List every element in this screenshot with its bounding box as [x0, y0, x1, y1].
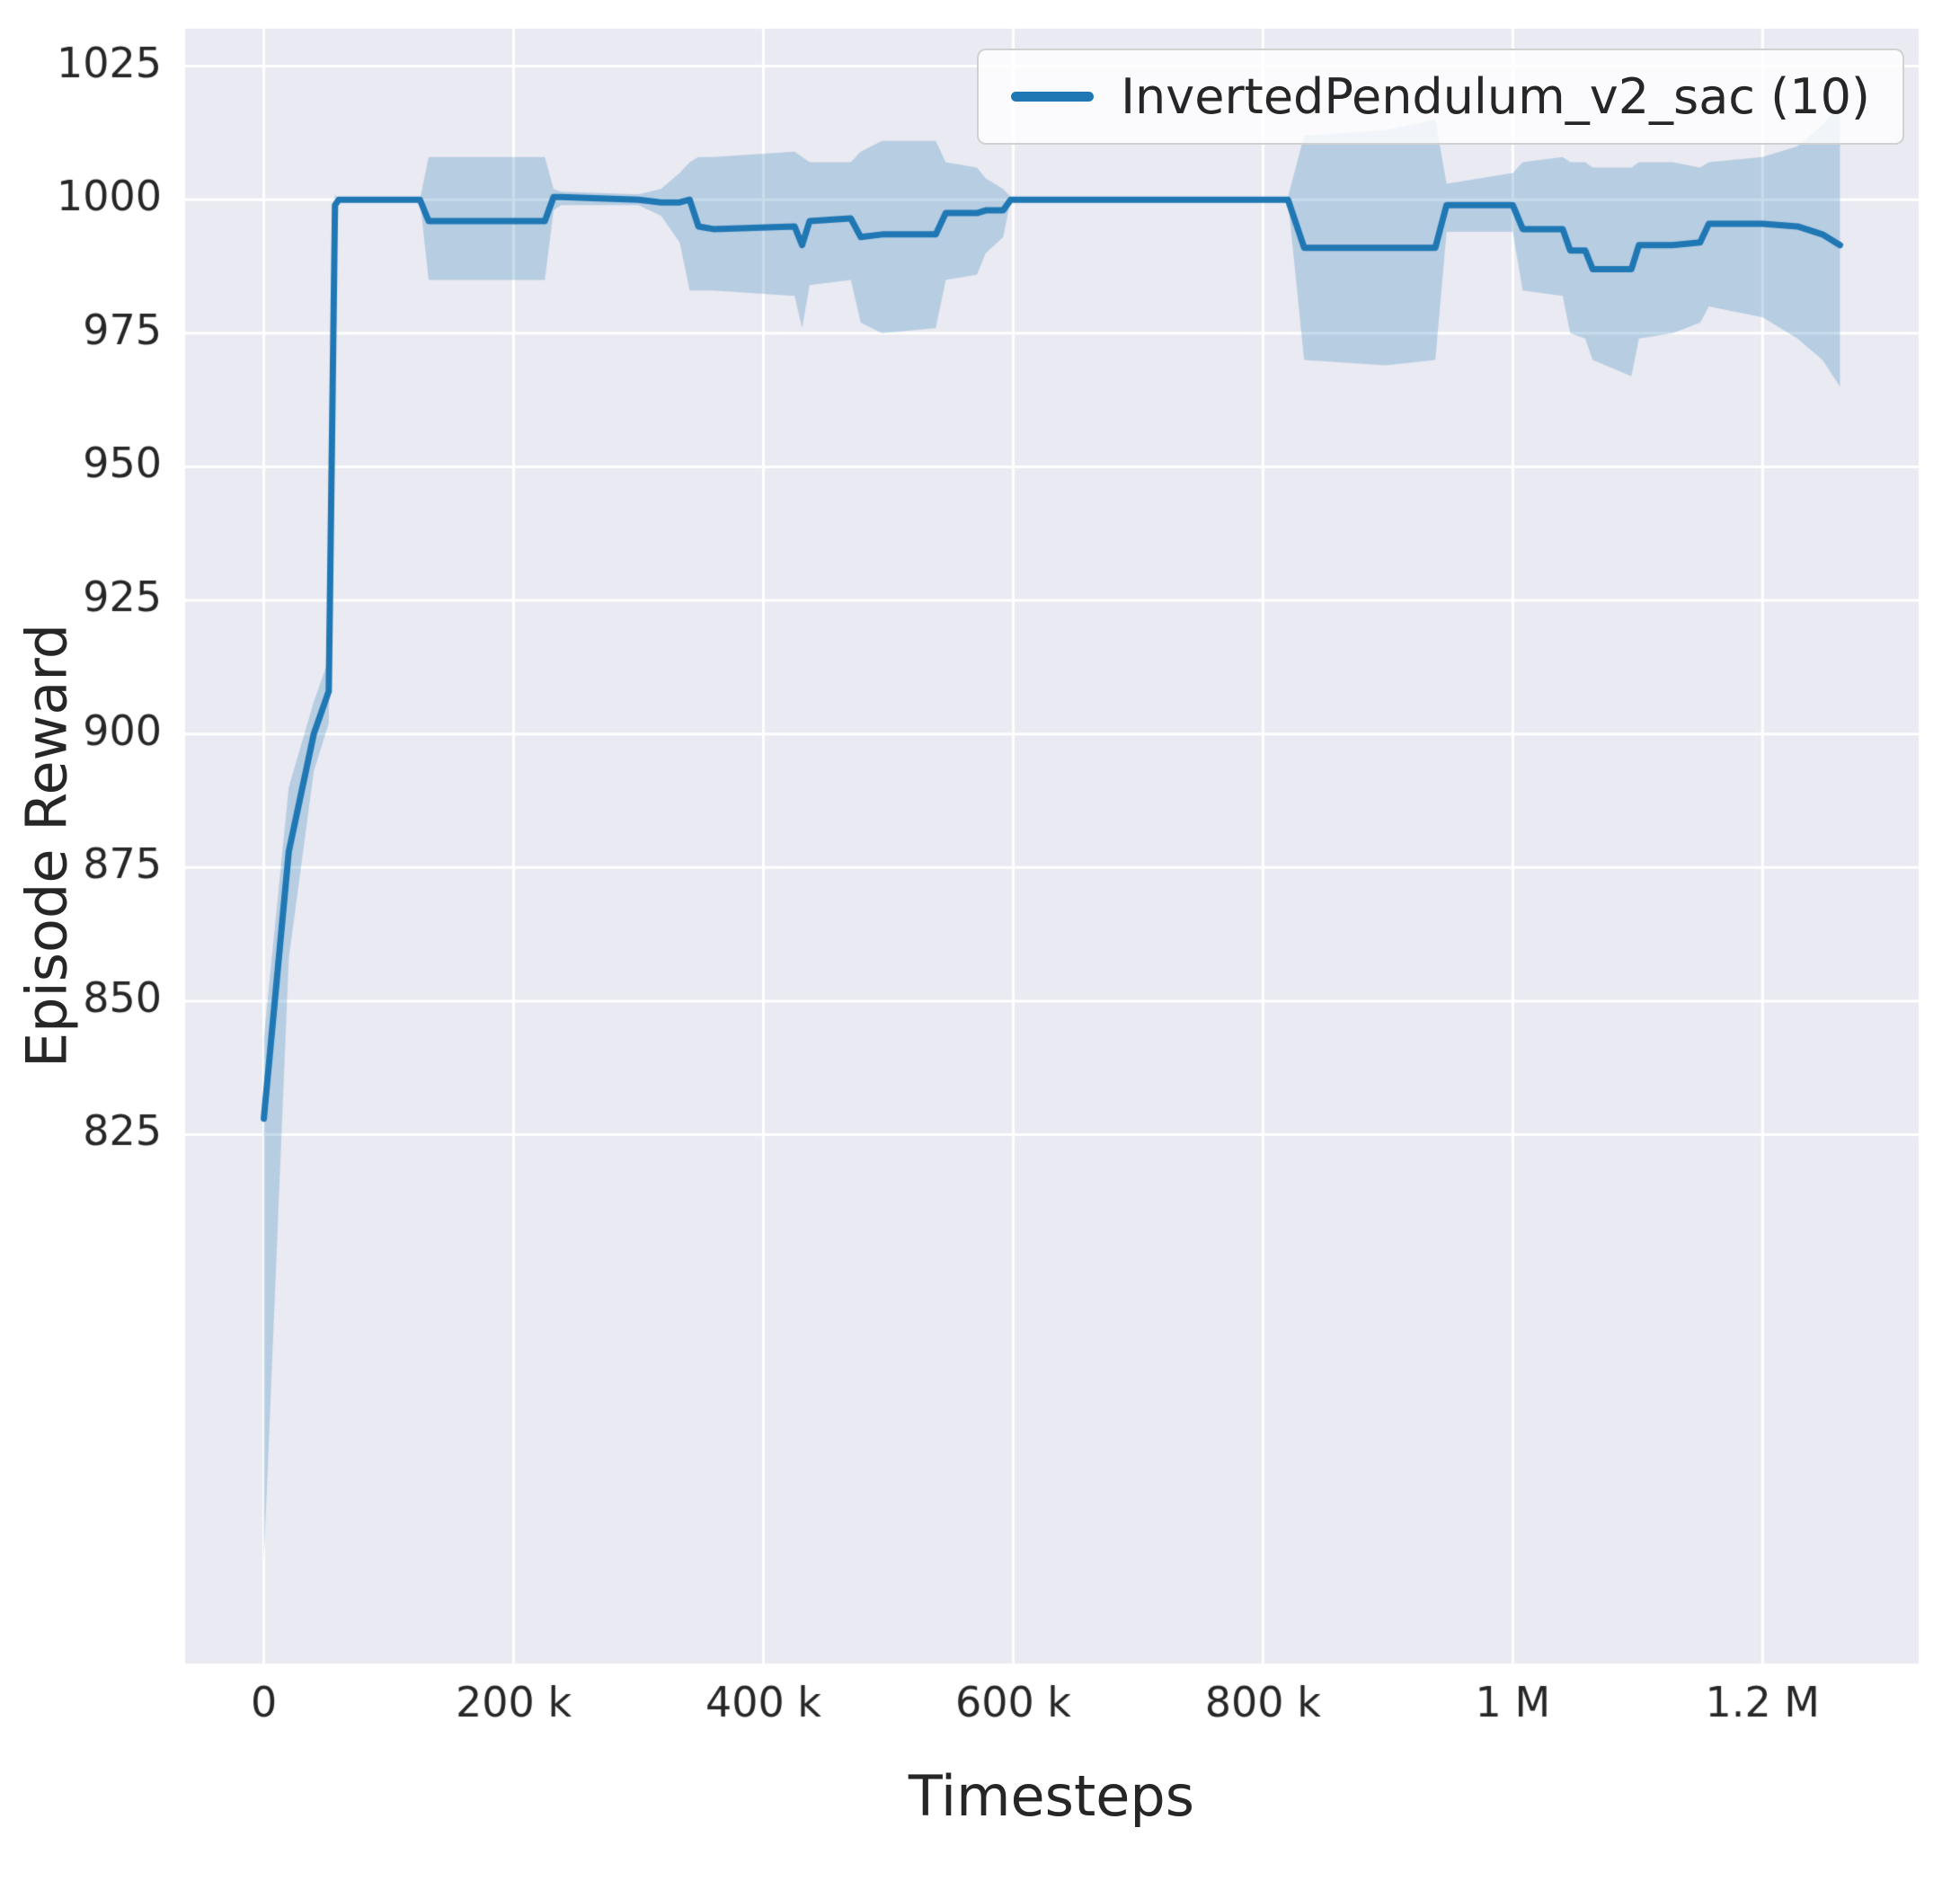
x-axis-title: Timesteps	[908, 1763, 1195, 1829]
y-axis-title: Episode Reward	[13, 623, 80, 1069]
legend-line-swatch	[1011, 92, 1095, 102]
legend-series-label: InvertedPendulum_v2_sac (10)	[1121, 68, 1870, 125]
legend: InvertedPendulum_v2_sac (10)	[977, 49, 1904, 145]
